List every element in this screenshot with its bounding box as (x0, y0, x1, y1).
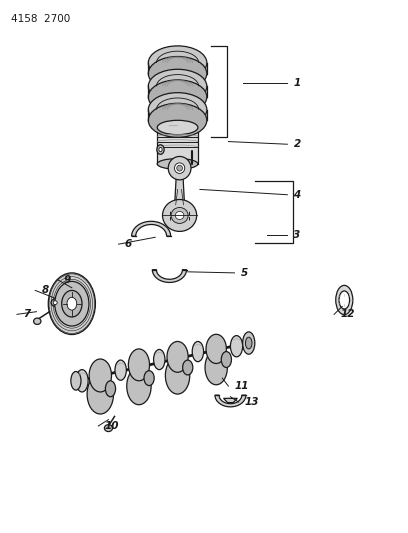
Ellipse shape (67, 297, 77, 310)
Ellipse shape (192, 342, 204, 362)
Ellipse shape (336, 285, 353, 314)
Ellipse shape (51, 299, 59, 306)
Ellipse shape (148, 80, 207, 114)
Ellipse shape (171, 207, 188, 223)
Polygon shape (224, 398, 237, 402)
Ellipse shape (168, 157, 191, 180)
Polygon shape (174, 173, 185, 210)
Ellipse shape (148, 46, 207, 80)
Ellipse shape (62, 290, 82, 317)
Ellipse shape (206, 334, 226, 364)
Ellipse shape (144, 370, 154, 385)
Ellipse shape (221, 352, 231, 368)
Ellipse shape (157, 145, 164, 155)
Text: 9: 9 (64, 275, 71, 285)
Text: 3: 3 (293, 230, 301, 240)
Ellipse shape (55, 281, 89, 326)
Ellipse shape (157, 159, 198, 169)
Ellipse shape (129, 349, 149, 381)
Ellipse shape (48, 273, 95, 335)
Ellipse shape (71, 372, 81, 390)
Ellipse shape (167, 342, 188, 372)
Ellipse shape (115, 360, 126, 380)
Ellipse shape (165, 357, 190, 394)
Ellipse shape (104, 425, 113, 432)
Ellipse shape (148, 69, 207, 103)
Ellipse shape (105, 381, 115, 397)
Text: 4158  2700: 4158 2700 (11, 14, 70, 24)
Text: 6: 6 (125, 239, 132, 249)
Ellipse shape (53, 301, 57, 304)
Polygon shape (148, 110, 207, 120)
Polygon shape (132, 221, 171, 236)
Polygon shape (148, 63, 207, 74)
Text: 11: 11 (235, 381, 249, 391)
Ellipse shape (159, 148, 162, 152)
Ellipse shape (148, 56, 207, 91)
Ellipse shape (339, 291, 350, 309)
Ellipse shape (183, 360, 193, 375)
Text: 2: 2 (293, 139, 301, 149)
Text: 1: 1 (293, 78, 301, 88)
Ellipse shape (175, 163, 185, 173)
Ellipse shape (177, 165, 182, 171)
Polygon shape (152, 270, 186, 282)
Polygon shape (148, 86, 207, 97)
Polygon shape (215, 395, 246, 407)
Text: 4: 4 (293, 190, 301, 200)
Polygon shape (157, 132, 198, 164)
Ellipse shape (127, 368, 151, 405)
Text: 8: 8 (41, 286, 49, 295)
Ellipse shape (76, 369, 88, 392)
Ellipse shape (162, 199, 197, 231)
Ellipse shape (148, 93, 207, 127)
Ellipse shape (157, 120, 198, 135)
Text: 5: 5 (241, 268, 248, 278)
Ellipse shape (33, 318, 41, 325)
Text: 13: 13 (245, 397, 259, 407)
Ellipse shape (87, 374, 113, 414)
Ellipse shape (231, 336, 243, 357)
Ellipse shape (148, 103, 207, 138)
Text: 7: 7 (23, 309, 30, 319)
Ellipse shape (89, 359, 111, 392)
Text: 12: 12 (340, 309, 355, 319)
Ellipse shape (243, 332, 255, 354)
Ellipse shape (153, 350, 165, 369)
Ellipse shape (246, 337, 252, 349)
Ellipse shape (175, 212, 184, 220)
Ellipse shape (205, 350, 227, 385)
Text: 10: 10 (104, 421, 119, 431)
